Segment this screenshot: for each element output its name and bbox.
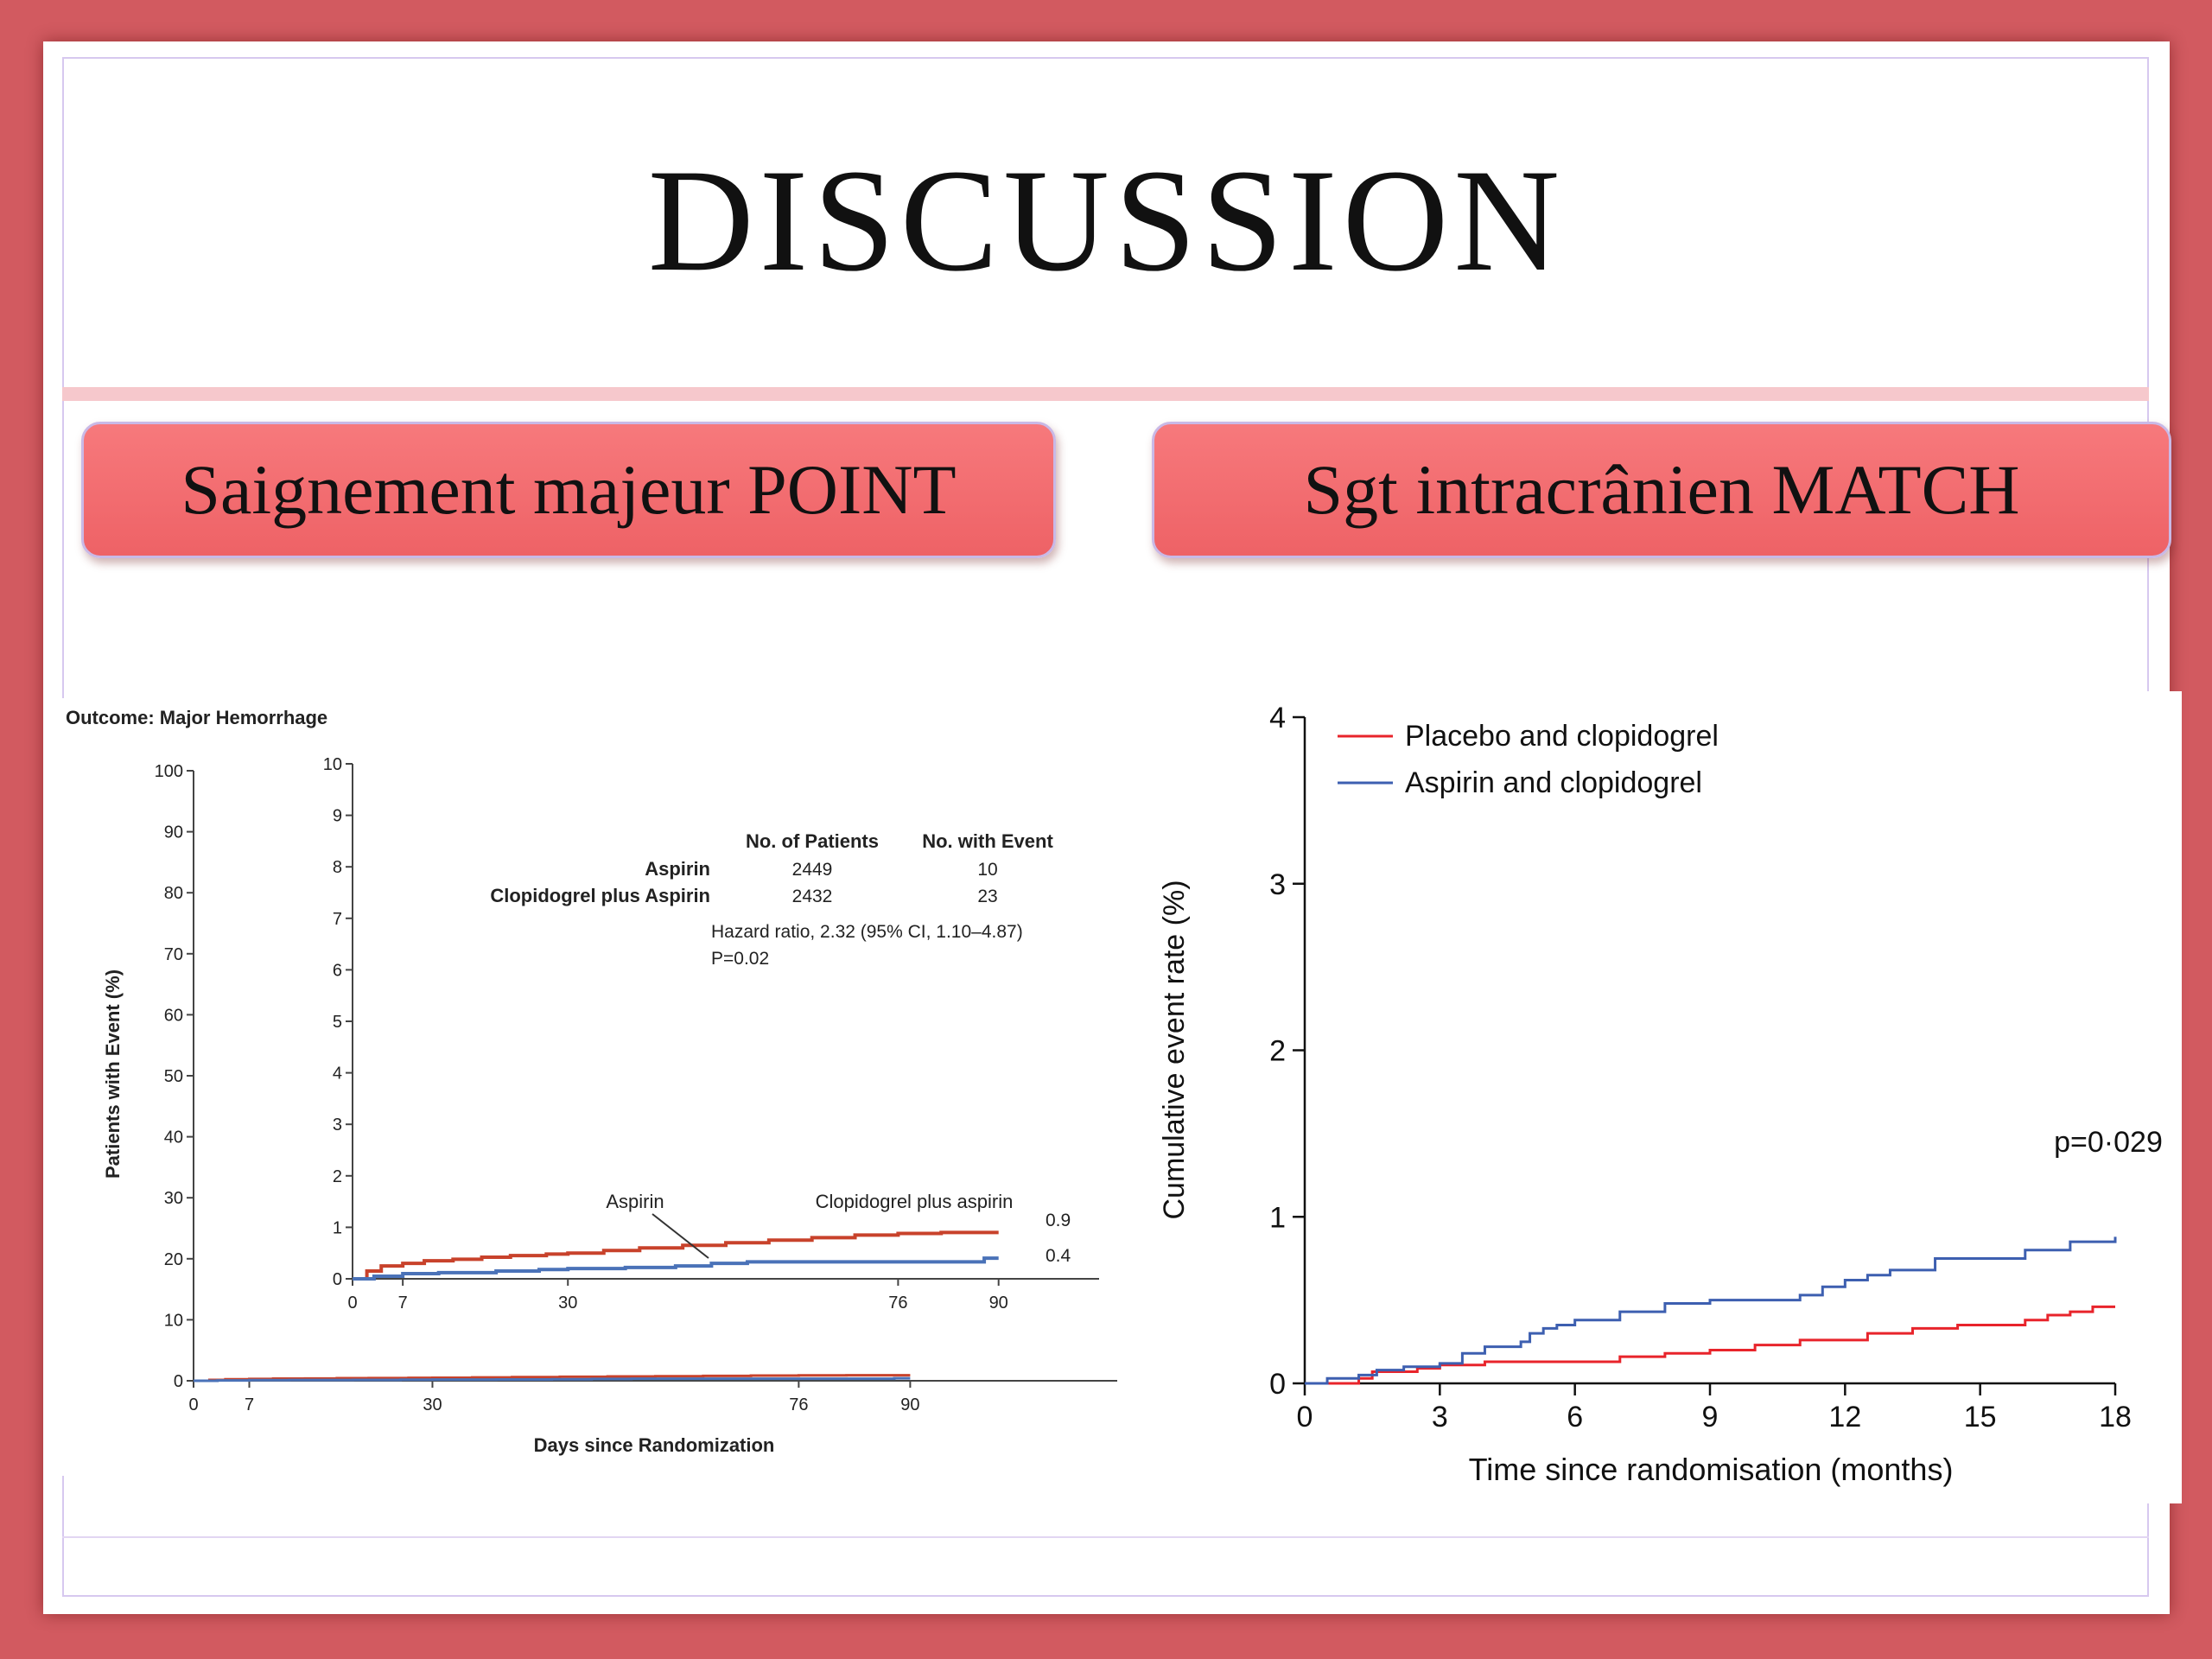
- right-heading-text: Sgt intracrânien MATCH: [1303, 450, 2020, 529]
- match-series-line: [1305, 1236, 2117, 1385]
- point-chart-title: Outcome: Major Hemorrhage: [66, 707, 327, 728]
- point-inset-series-line: [353, 1256, 999, 1281]
- point-inset-y-tick-label: 3: [333, 1116, 342, 1135]
- right-heading-box: Sgt intracrânien MATCH: [1152, 422, 2171, 558]
- match-x-tick-label: 9: [1702, 1401, 1719, 1433]
- match-y-tick-label: 2: [1269, 1035, 1286, 1068]
- point-main-x-tick-label: 90: [900, 1395, 919, 1414]
- point-inset-x-tick-label: 0: [347, 1294, 357, 1313]
- point-series-group: [194, 1230, 999, 1382]
- point-main-x-tick-label: 76: [789, 1395, 808, 1414]
- point-main-x-tick-label: 0: [188, 1395, 198, 1414]
- point-inset-y-tick-label: 8: [333, 858, 342, 877]
- match-x-axis-label: Time since randomisation (months): [1469, 1452, 1954, 1487]
- table-row-label: Aspirin: [645, 858, 710, 880]
- point-main-y-tick-label: 10: [164, 1311, 183, 1330]
- match-series-line: [1305, 1305, 2115, 1385]
- title-divider: [62, 387, 2149, 401]
- point-major-hemorrhage-chart: Outcome: Major Hemorrhage 01020304050607…: [52, 698, 1132, 1476]
- p-value-text: P=0.02: [711, 949, 769, 969]
- table-header-patients: No. of Patients: [746, 830, 879, 852]
- point-main-x-tick-label: 7: [245, 1395, 254, 1414]
- point-inset-y-tick-label: 7: [333, 910, 342, 929]
- clopidogrel-series-label: Clopidogrel plus aspirin: [816, 1191, 1014, 1212]
- point-main-y-tick-label: 30: [164, 1189, 183, 1208]
- point-main-y-tick-label: 100: [155, 762, 183, 781]
- inset-end-label-blue: 0.4: [1046, 1246, 1071, 1266]
- point-inset-series-line: [353, 1230, 999, 1281]
- point-main-y-tick-label: 0: [174, 1372, 183, 1391]
- point-inset-x-tick-label: 30: [558, 1294, 577, 1313]
- match-y-tick-label: 3: [1269, 868, 1286, 901]
- table-row-patients: 2432: [792, 887, 833, 906]
- match-y-axis-label: Cumulative event rate (%): [1158, 880, 1191, 1219]
- footer-divider: [62, 1536, 2149, 1538]
- point-inset-y-tick-label: 0: [333, 1270, 342, 1289]
- aspirin-series-label: Aspirin: [606, 1191, 664, 1212]
- point-x-axis-label: Days since Randomization: [534, 1434, 775, 1456]
- point-inset-y-tick-label: 5: [333, 1013, 342, 1032]
- left-heading-box: Saignement majeur POINT: [81, 422, 1056, 558]
- match-y-tick-label: 1: [1269, 1201, 1286, 1234]
- point-inset-y-tick-label: 9: [333, 807, 342, 826]
- point-main-series-line: [194, 1376, 911, 1382]
- point-inset-y-tick-label: 10: [323, 755, 342, 774]
- point-y-axis-label: Patients with Event (%): [102, 969, 124, 1179]
- point-main-y-tick-label: 80: [164, 884, 183, 903]
- table-row-events: 10: [977, 860, 997, 880]
- point-main-y-tick-label: 70: [164, 945, 183, 964]
- match-y-tick-label: 4: [1269, 702, 1286, 734]
- table-row-patients: 2449: [792, 860, 833, 880]
- left-heading-text: Saignement majeur POINT: [181, 450, 957, 529]
- match-p-value: p=0·029: [2054, 1126, 2163, 1159]
- legend-label-aspirin: Aspirin and clopidogrel: [1405, 766, 1702, 799]
- table-header-events: No. with Event: [922, 830, 1053, 852]
- point-main-y-tick-label: 20: [164, 1250, 183, 1269]
- point-main-y-tick-label: 50: [164, 1067, 183, 1086]
- table-row-label: Clopidogrel plus Aspirin: [490, 885, 710, 906]
- point-inset-x-tick-label: 76: [888, 1294, 907, 1313]
- match-x-tick-label: 18: [2099, 1401, 2132, 1433]
- table-row-events: 23: [977, 887, 997, 906]
- match-y-tick-label: 0: [1269, 1368, 1286, 1401]
- legend-label-placebo: Placebo and clopidogrel: [1405, 720, 1719, 753]
- point-main-y-tick-label: 60: [164, 1006, 183, 1025]
- point-inset-x-tick-label: 7: [398, 1294, 408, 1313]
- hazard-ratio-text: Hazard ratio, 2.32 (95% CI, 1.10–4.87): [711, 922, 1023, 942]
- point-main-y-tick-label: 90: [164, 823, 183, 842]
- slide-title: DISCUSSION: [647, 139, 1566, 302]
- match-x-tick-label: 12: [1828, 1401, 1861, 1433]
- inset-end-label-red: 0.9: [1046, 1211, 1071, 1230]
- point-inset-y-tick-label: 1: [333, 1218, 342, 1237]
- point-inset-y-tick-label: 4: [333, 1065, 342, 1084]
- match-series-group: [1305, 1236, 2117, 1385]
- point-main-y-tick-label: 40: [164, 1128, 183, 1147]
- aspirin-label-leader: [652, 1213, 709, 1259]
- match-legend: Placebo and clopidogrel Aspirin and clop…: [1338, 720, 1719, 799]
- point-inset-y-tick-label: 2: [333, 1167, 342, 1186]
- point-inset-y-tick-label: 6: [333, 961, 342, 980]
- point-inset-x-tick-label: 90: [989, 1294, 1008, 1313]
- match-x-tick-label: 3: [1432, 1401, 1448, 1433]
- match-x-tick-label: 6: [1567, 1401, 1583, 1433]
- match-x-tick-label: 15: [1964, 1401, 1997, 1433]
- point-main-x-tick-label: 30: [423, 1395, 442, 1414]
- match-x-tick-label: 0: [1297, 1401, 1313, 1433]
